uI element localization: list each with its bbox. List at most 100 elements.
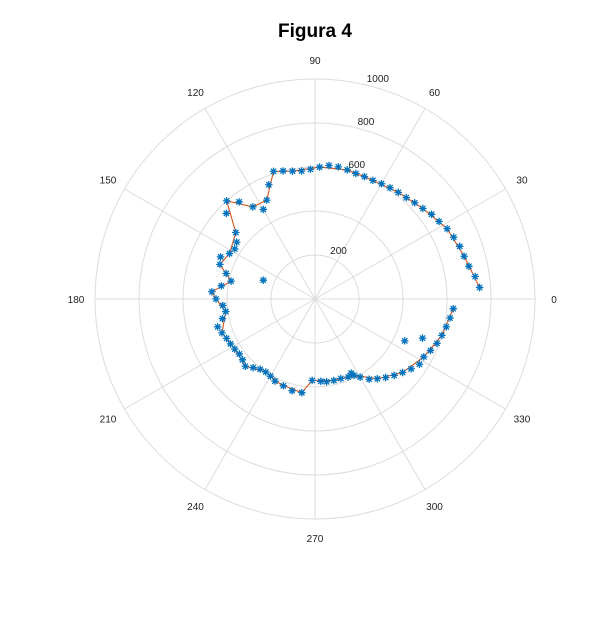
data-point [266,372,275,381]
data-point [356,373,364,381]
radius-tick-label: 1000 [367,74,390,85]
data-point [351,169,360,178]
data-point [231,228,240,237]
chart-title: Figura 4 [278,21,352,42]
data-point [446,314,454,322]
data-point [460,252,468,261]
data-line [211,166,481,394]
data-point [373,374,382,383]
data-point [343,166,352,174]
angle-tick-label: 210 [100,415,117,426]
angle-tick-label: 180 [68,295,85,306]
angle-tick-label: 240 [187,502,204,513]
data-point [394,188,403,197]
data-point [271,377,279,385]
data-point [226,340,235,348]
data-point [386,183,394,192]
grid-spoke [124,188,316,300]
data-point [261,368,270,376]
data-markers [208,161,484,397]
data-point [232,238,241,246]
data-point [410,198,419,207]
data-point [438,331,446,340]
data-point [288,167,297,176]
grid-spoke [314,108,426,300]
data-point [415,360,424,369]
data-point [336,374,345,383]
data-point [259,276,268,285]
data-point [322,377,331,386]
data-point [222,334,231,343]
angle-tick-label: 330 [514,415,531,426]
data-point [259,205,268,214]
data-point [249,363,258,372]
data-point [216,253,225,261]
data-point [315,163,324,171]
data-point [288,386,296,395]
grid-spoke [314,298,426,490]
data-point [222,209,231,218]
data-point [369,176,377,185]
data-point [325,161,333,170]
angle-tick-label: 60 [429,88,441,99]
polar-grid [94,78,536,520]
data-point [279,167,287,175]
data-point [241,362,250,371]
data-point [400,336,409,345]
data-point [390,371,398,380]
data-point [443,224,451,233]
data-point [442,323,451,331]
data-point [297,167,306,175]
data-point [222,197,231,205]
data-point [297,388,306,397]
data-point [344,373,352,381]
data-point [308,376,317,385]
data-point [316,377,325,386]
angle-tick-label: 30 [516,176,528,187]
data-point [218,314,227,323]
data-point [218,329,226,337]
data-point [230,345,239,353]
grid-spoke [314,188,506,300]
data-point [365,375,373,384]
data-point [329,376,338,385]
data-point [249,203,257,211]
data-point [465,262,473,271]
angle-tick-label: 0 [551,295,557,306]
data-point [218,301,227,310]
data-point [222,269,231,278]
axis-labels: 0 30 60 90 120 150 180 210 240 270 300 330 200 600 800… [68,56,558,545]
data-point [256,365,264,374]
data-point [238,355,247,364]
data-point [306,165,315,174]
grid-spoke [124,298,316,410]
angle-tick-label: 300 [426,502,443,513]
angle-tick-label: 90 [309,56,321,67]
data-point [334,162,343,171]
data-point [213,323,222,331]
data-point [208,287,216,296]
data-point [262,196,271,204]
data-point [455,242,464,251]
data-point [449,304,458,313]
angle-tick-label: 150 [100,176,117,187]
data-point [377,179,386,188]
data-point [418,334,427,342]
data-point [347,369,356,377]
grid-spoke [314,298,506,410]
data-point [235,198,244,206]
data-point [402,193,411,202]
angle-tick-label: 270 [307,534,324,545]
data-point [279,381,288,390]
data-point [419,204,427,213]
data-point [427,210,436,219]
data-point [235,350,244,358]
data-point [449,233,458,242]
data-point [216,260,224,269]
data-point [433,339,441,348]
data-point [217,281,226,290]
data-point [426,346,435,355]
data-point [269,167,278,176]
radius-tick-label: 200 [330,246,347,257]
